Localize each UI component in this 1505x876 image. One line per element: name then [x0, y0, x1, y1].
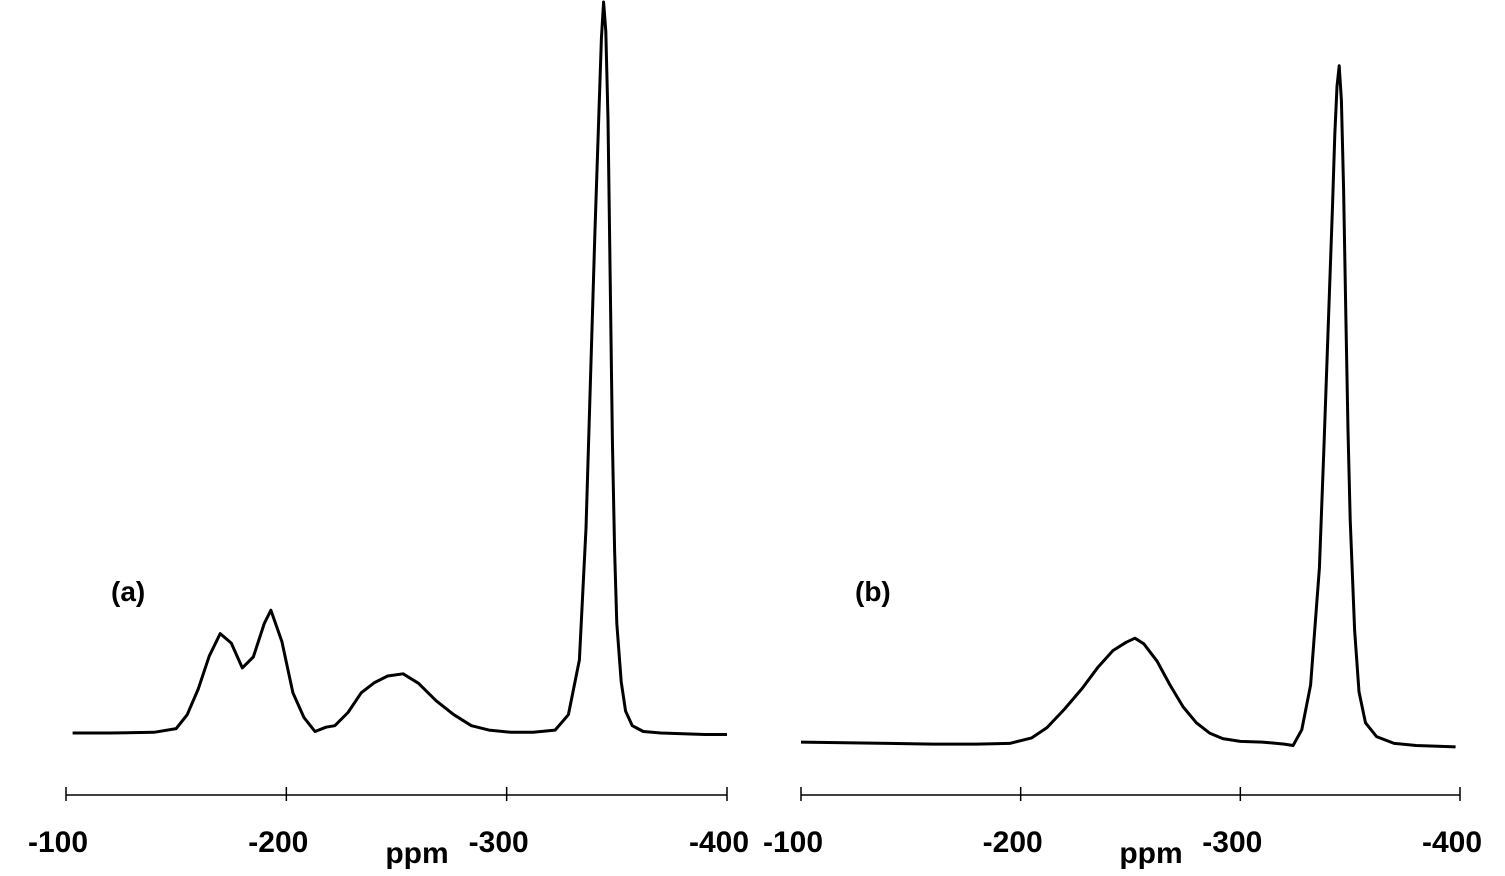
panel-label: (b): [855, 576, 891, 607]
panel-label: (a): [111, 576, 145, 607]
x-axis-ticks: -100 -200 -300 -400: [763, 787, 1482, 859]
x-tick-label: -300: [1202, 826, 1262, 859]
panel-b: (b) -100 -200 -300 -400 ppm: [763, 64, 1482, 870]
x-tick-label: -400: [689, 826, 749, 859]
panel-a: (a) -100 -200 -300 -400 ppm: [28, 0, 749, 870]
x-tick-label: -200: [248, 826, 308, 859]
x-tick-label: -100: [763, 826, 823, 859]
x-tick-label: -200: [983, 826, 1043, 859]
x-axis-label: ppm: [385, 837, 448, 870]
spectrum-line: [800, 64, 1456, 749]
spectrum-line: [72, 0, 727, 736]
x-tick-label: -400: [1422, 826, 1482, 859]
x-axis-ticks: -100 -200 -300 -400: [28, 787, 749, 859]
x-tick-label: -300: [469, 826, 529, 859]
x-tick-label: -100: [28, 826, 88, 859]
x-axis-label: ppm: [1119, 837, 1182, 870]
